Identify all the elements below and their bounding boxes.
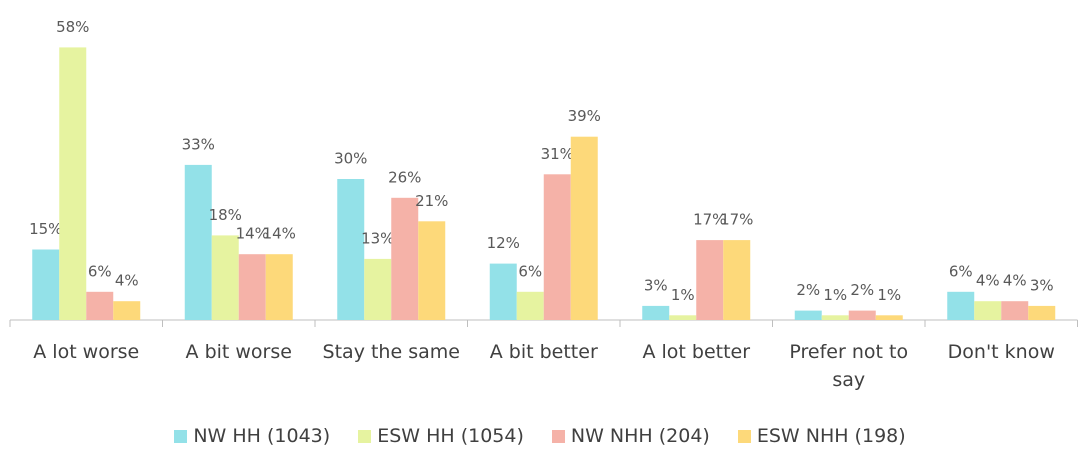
x-tick-label: Don't know xyxy=(947,341,1055,363)
x-tick-label: A bit worse xyxy=(185,341,292,363)
bar xyxy=(1001,301,1029,320)
bar xyxy=(696,240,724,320)
legend-swatch xyxy=(737,429,751,443)
bar xyxy=(364,258,392,320)
legend: NW HH (1043) ESW HH (1054) NW NHH (204) ESW… xyxy=(0,425,1080,447)
data-label: 14% xyxy=(263,225,296,243)
data-label: 21% xyxy=(415,192,448,210)
data-label: 17% xyxy=(720,211,753,229)
bar xyxy=(794,310,822,320)
bar xyxy=(821,315,849,320)
data-label: 3% xyxy=(644,276,668,294)
data-label: 2% xyxy=(850,281,874,299)
bar xyxy=(848,310,876,320)
data-label: 3% xyxy=(1030,276,1054,294)
x-tick-label: A lot worse xyxy=(33,341,140,363)
bar xyxy=(59,47,87,321)
data-label: 18% xyxy=(209,206,242,224)
legend-item: ESW NHH (198) xyxy=(737,425,906,447)
data-label: 14% xyxy=(236,225,269,243)
data-label: 39% xyxy=(568,107,601,125)
legend-item: ESW HH (1054) xyxy=(358,425,524,447)
bar xyxy=(543,174,571,320)
legend-item: NW HH (1043) xyxy=(174,425,330,447)
data-label: 6% xyxy=(518,262,542,280)
legend-label: NW NHH (204) xyxy=(570,425,710,447)
bar xyxy=(642,305,670,320)
data-label: 6% xyxy=(88,262,112,280)
bar xyxy=(211,235,239,320)
data-label: 58% xyxy=(56,18,89,36)
data-label: 4% xyxy=(115,272,139,290)
data-label: 6% xyxy=(949,262,973,280)
bar xyxy=(1028,305,1056,320)
bar xyxy=(974,301,1002,320)
bar xyxy=(723,240,751,320)
data-label: 1% xyxy=(671,286,695,304)
bar xyxy=(265,254,293,320)
legend-label: NW HH (1043) xyxy=(193,425,331,447)
bar xyxy=(238,254,266,320)
data-label: 1% xyxy=(823,286,847,304)
data-label: 17% xyxy=(693,211,726,229)
bar xyxy=(391,197,419,320)
data-label: 12% xyxy=(487,234,520,252)
legend-swatch xyxy=(358,429,372,443)
x-tick-label: Prefer not to say xyxy=(789,341,909,391)
data-label: 26% xyxy=(388,168,421,186)
bar xyxy=(875,315,903,320)
bar xyxy=(947,291,975,320)
bar xyxy=(489,263,517,320)
x-tick-label: A bit better xyxy=(489,341,598,363)
legend-label: ESW NHH (198) xyxy=(756,425,906,447)
data-label: 2% xyxy=(796,281,820,299)
legend-label: ESW HH (1054) xyxy=(377,425,524,447)
x-tick-label: Stay the same xyxy=(322,341,460,363)
bar xyxy=(32,249,60,320)
bar xyxy=(418,221,446,320)
legend-swatch xyxy=(174,429,188,443)
bar xyxy=(570,136,598,320)
bar xyxy=(113,301,141,320)
bar xyxy=(86,291,114,320)
data-label: 15% xyxy=(29,220,62,238)
bar xyxy=(516,291,544,320)
bar xyxy=(184,164,212,320)
data-label: 31% xyxy=(541,145,574,163)
x-tick-label: A lot better xyxy=(642,341,751,363)
data-label: 4% xyxy=(1003,272,1027,290)
bar xyxy=(337,179,365,320)
data-label: 4% xyxy=(976,272,1000,290)
data-label: 33% xyxy=(182,135,215,153)
bar xyxy=(669,315,697,320)
data-label: 13% xyxy=(361,229,394,247)
legend-item: NW NHH (204) xyxy=(551,425,710,447)
legend-swatch xyxy=(551,429,565,443)
data-label: 30% xyxy=(334,150,367,168)
data-label: 1% xyxy=(877,286,901,304)
